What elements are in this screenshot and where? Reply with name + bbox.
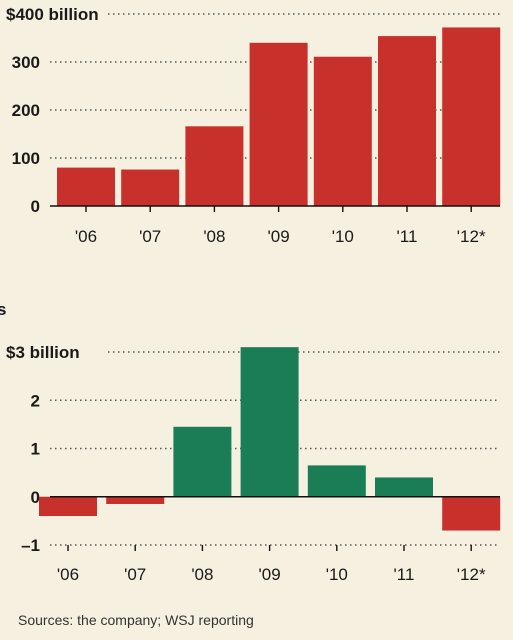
y-tick-label: 300 (12, 53, 40, 72)
bar (57, 167, 115, 206)
bar (307, 465, 366, 497)
bar (121, 169, 180, 206)
bar (173, 426, 232, 497)
y-tick-label: 0 (31, 197, 40, 216)
x-tick-label: '07 (124, 565, 146, 584)
y-tick-label: 1 (31, 440, 40, 459)
x-tick-label: '11 (397, 227, 418, 246)
bar (106, 496, 165, 504)
x-tick-label: '09 (268, 227, 290, 246)
bar (249, 42, 308, 206)
bar (185, 126, 244, 206)
x-tick-label: '09 (259, 565, 281, 584)
bar (375, 477, 433, 497)
x-tick-label: '11 (394, 565, 415, 584)
source-note: Sources: the company; WSJ reporting (18, 612, 254, 628)
section-label-fragment: s (0, 300, 7, 319)
y-tick-label: $3 billion (6, 343, 80, 362)
bar (442, 27, 501, 206)
x-tick-label: '07 (139, 227, 161, 246)
x-tick-label: '06 (75, 227, 97, 246)
x-tick-label: '12* (457, 227, 486, 246)
bar (240, 347, 299, 497)
x-tick-label: '10 (326, 565, 348, 584)
bar (39, 496, 97, 517)
y-tick-label: 2 (31, 391, 40, 410)
y-tick-label: –1 (21, 536, 40, 555)
x-tick-label: '10 (332, 227, 354, 246)
bar (442, 496, 501, 531)
x-tick-label: '08 (191, 565, 213, 584)
x-tick-label: '06 (57, 565, 79, 584)
x-tick-label: '08 (203, 227, 225, 246)
x-tick-label: '12* (457, 565, 486, 584)
bar (313, 56, 372, 206)
bar (378, 36, 436, 206)
y-tick-label: 0 (31, 488, 40, 507)
y-tick-label: $400 billion (6, 5, 99, 24)
y-tick-label: 200 (12, 101, 40, 120)
y-tick-label: 100 (12, 149, 40, 168)
